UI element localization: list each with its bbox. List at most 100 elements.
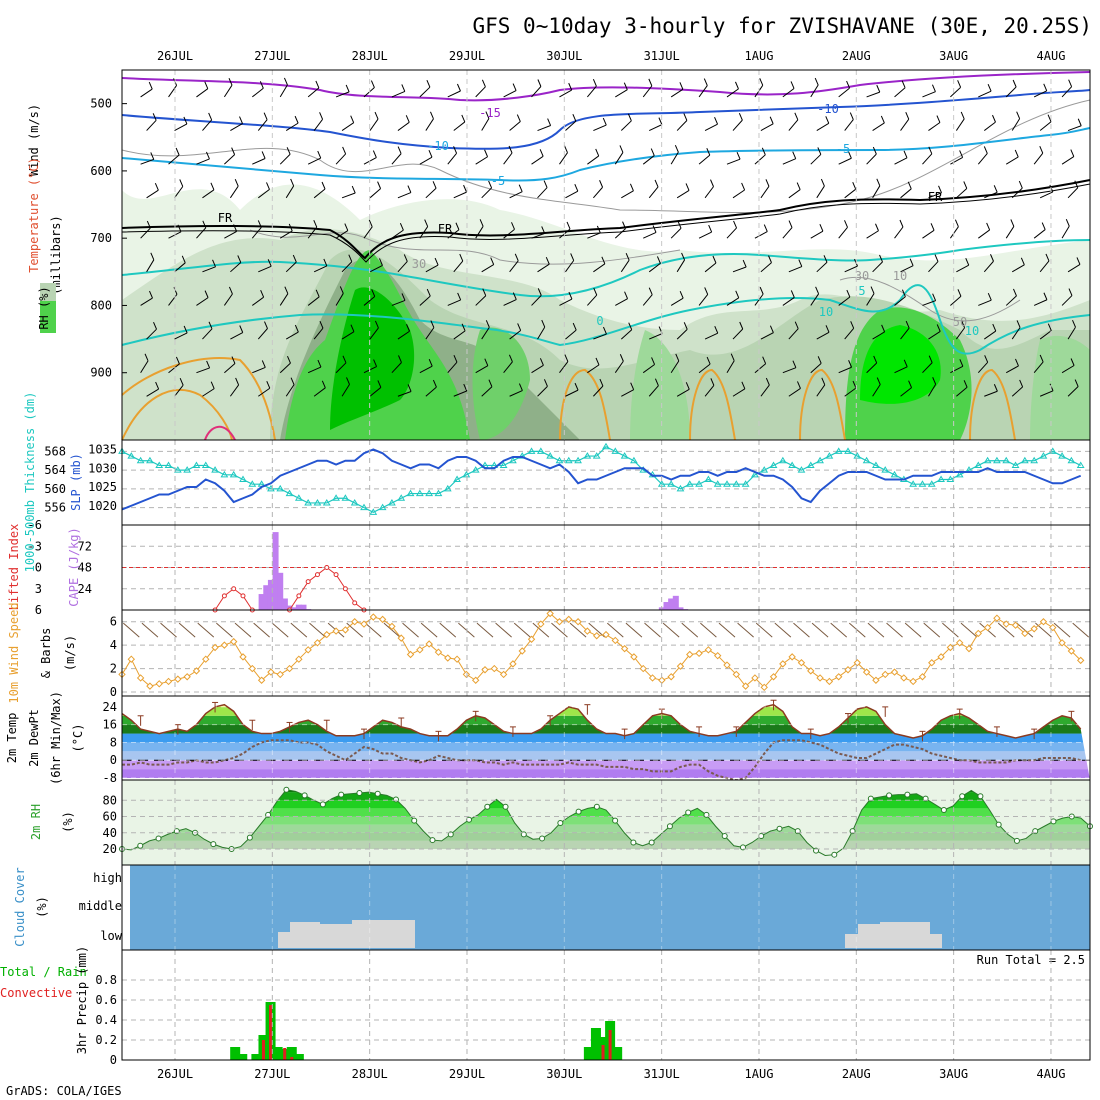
slp-label: SLP (mb) [69, 453, 83, 511]
wind-barb [1067, 386, 1079, 397]
wind-barb [481, 264, 494, 273]
wind-speed-point [257, 676, 266, 684]
wind-barb [956, 188, 968, 199]
li-tick: 0 [35, 561, 42, 575]
thickness-point [676, 484, 685, 492]
date-label: 27JUL [254, 1067, 290, 1081]
wind-barb [844, 328, 855, 340]
wind-barb [676, 388, 690, 397]
wind-speed-point [928, 659, 936, 667]
wind-barb-flag [545, 256, 550, 265]
wind-barb [648, 186, 659, 199]
wind-barb-flag [319, 112, 324, 120]
wind-barb-flag [825, 116, 830, 124]
wind-barb [341, 384, 350, 397]
rh-point [137, 842, 144, 849]
wind-barb-flag [714, 325, 719, 334]
wind-barb [900, 265, 914, 273]
wind-barb [397, 192, 412, 199]
wind-barb-flag [648, 78, 653, 87]
date-label: 29JUL [449, 49, 485, 63]
wind-barb-flag [1070, 149, 1075, 157]
run-total-label: Run Total = 2.5 [977, 953, 1085, 967]
wind-barb-flag [1020, 257, 1025, 266]
wind-barb-flag [292, 254, 297, 263]
wind-barb [593, 385, 604, 397]
wind-barb-flag [1016, 320, 1021, 328]
wind-barb [160, 622, 177, 638]
wind-speed-point [695, 649, 703, 658]
wind-barb-flag [710, 378, 715, 386]
wind-speed-point [453, 655, 461, 663]
wind-barb [447, 152, 457, 165]
thickness-point [192, 461, 201, 468]
wind-barb-flag [592, 78, 597, 87]
date-label: 30JUL [546, 1067, 582, 1081]
thickness-point [211, 466, 219, 473]
wind-barb [1067, 263, 1081, 273]
wind-barb-flag [407, 384, 412, 392]
wind-speed-point [285, 664, 294, 673]
wind-barb [216, 622, 233, 638]
rh-band [122, 824, 1090, 833]
contour-label: -15 [479, 106, 501, 120]
wind-barb-flag [706, 147, 711, 156]
wind-barb-flag [212, 259, 216, 267]
wind-barb [816, 122, 830, 131]
wind-barb [1072, 622, 1090, 638]
wind-barb-flag [537, 79, 542, 87]
wind-barb-flag [629, 183, 634, 192]
wind-barb-flag [987, 84, 992, 92]
thickness-point [890, 470, 899, 478]
wind-barb-flag [313, 219, 318, 228]
wind-barb-flag [990, 254, 994, 262]
wind-barb [844, 265, 858, 273]
wind-barb [900, 387, 912, 397]
wind-barb [425, 386, 437, 397]
thickness-point [844, 447, 852, 454]
wind-barb-flag [712, 255, 717, 264]
wind-speed-point [388, 622, 396, 631]
top-date-axis: 26JUL 27JUL 28JUL 29JUL 30JUL 31JUL 1AUG 2AUG 3A… [157, 49, 1065, 63]
wind-barb [391, 229, 404, 239]
wind-barb [977, 361, 989, 374]
wind-speed-point [397, 634, 405, 642]
wind-barb-flag [516, 114, 521, 122]
wind-barb [230, 262, 242, 273]
wind-barb [922, 153, 933, 165]
wind-barb-flag [1010, 219, 1015, 227]
wind-barb-flag [488, 379, 493, 387]
wind-barb-flag [903, 150, 908, 159]
precip-tick: 0 [110, 1053, 117, 1067]
wind-speed-point [350, 618, 359, 626]
wind-barb-flag [796, 182, 801, 190]
wind-barb [513, 622, 531, 638]
wind-barb-flag [848, 360, 853, 368]
thickness-point [816, 456, 824, 464]
wind-barb-flag [570, 253, 575, 261]
wind-barb [313, 327, 324, 340]
wind-barb [335, 153, 346, 165]
wind-barb [1061, 365, 1075, 374]
wind-speed-point [872, 676, 880, 684]
cloud-level-label: low [100, 929, 122, 943]
wind-barb-flag [735, 81, 739, 90]
wind-speed-point [909, 677, 917, 686]
wind-barb [894, 366, 908, 374]
wind-barb-flag [625, 253, 630, 261]
wind-barb-flag [759, 286, 764, 295]
wind-speed-point [844, 666, 852, 674]
wind-10m-panel: 0 2 4 6 10m Wind Speed & Barbs (m/s) [7, 602, 1090, 704]
wind-barb [364, 622, 382, 638]
wind-barb-flag [993, 384, 998, 392]
temperature-tick: 24 [103, 700, 117, 714]
wind-barb-flag [399, 222, 404, 231]
wind-barb [174, 186, 184, 199]
wind-barb [419, 295, 431, 306]
thickness-point [1067, 456, 1076, 464]
wind-speed-point [667, 673, 675, 681]
thickness-point [453, 475, 461, 482]
rh-point [502, 803, 509, 810]
wind-barb [234, 622, 252, 638]
wind-barb-flag [654, 378, 659, 386]
